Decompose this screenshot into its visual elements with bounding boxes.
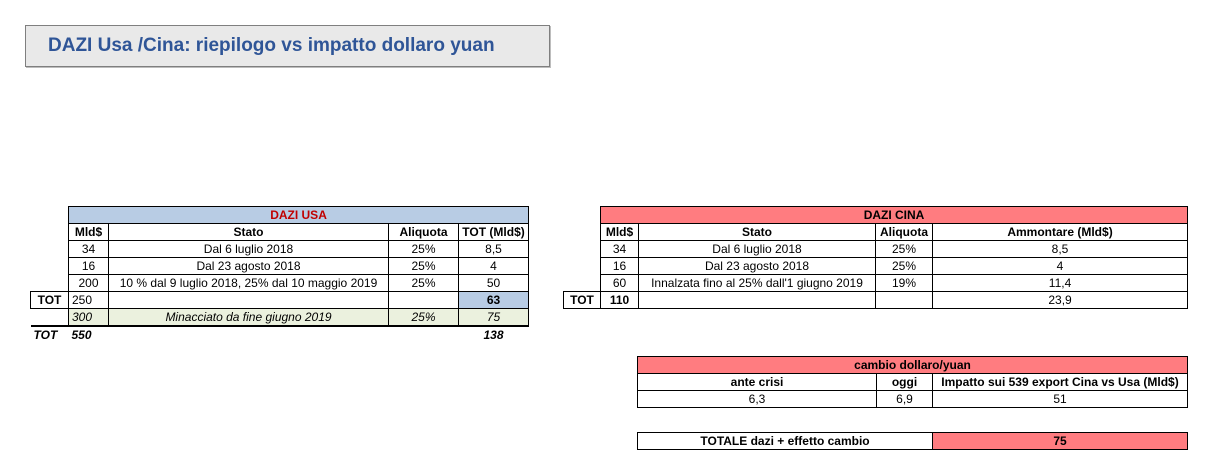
ammontare-cell: 4 — [931, 257, 1189, 275]
stato-cell: Dal 23 agosto 2018 — [638, 257, 876, 275]
totale-table: TOTALE dazi + effetto cambio 75 — [637, 432, 1188, 450]
mld-cell: 60 — [600, 274, 639, 292]
tot-cell: 8,5 — [457, 240, 530, 258]
col-header: Stato — [108, 223, 389, 241]
cina-header: DAZI CINA — [599, 206, 1189, 224]
dazi-cina-table: DAZI CINA Mld$ Stato Aliquota Ammontare … — [563, 206, 1189, 309]
aliquota-cell: 25% — [875, 240, 933, 258]
impatto-value: 51 — [932, 390, 1188, 408]
aliquota-cell: 25% — [875, 257, 933, 275]
ante-crisi-value: 6,3 — [637, 390, 877, 408]
table-row: 16 Dal 23 agosto 2018 25% 4 — [31, 257, 530, 275]
col-header: Aliquota — [875, 223, 933, 241]
aliquota-cell: 25% — [388, 274, 459, 292]
table-row: 60 Innalzata fino al 25% dall'1 giugno 2… — [564, 274, 1189, 292]
aliquota-cell: 25% — [388, 257, 459, 275]
col-header: Mld$ — [68, 223, 109, 241]
mld-cell: 200 — [68, 274, 109, 292]
total-row: TOT 250 63 — [30, 291, 530, 309]
mld-cell: 34 — [68, 240, 109, 258]
aliquota-cell: 19% — [875, 274, 933, 292]
tot-cell: 4 — [457, 257, 530, 275]
grand-total-mld: 550 — [68, 324, 109, 343]
stato-cell: 10 % dal 9 luglio 2018, 25% dal 10 maggi… — [108, 274, 389, 292]
table-row: 34 Dal 6 luglio 2018 25% 8,5 — [31, 240, 530, 258]
stato-cell: Dal 23 agosto 2018 — [108, 257, 389, 275]
page-title: DAZI Usa /Cina: riepilogo vs impatto dol… — [25, 25, 550, 67]
tot-cell: 50 — [457, 274, 530, 292]
total-label: TOT — [563, 291, 601, 309]
usa-header: DAZI USA — [67, 206, 530, 224]
total-mld: 250 — [68, 291, 109, 309]
col-header: Ammontare (Mld$) — [931, 223, 1189, 241]
total-mld: 110 — [600, 291, 639, 309]
mld-cell: 16 — [68, 257, 109, 275]
aliquota-cell: 25% — [388, 240, 459, 258]
ammontare-cell: 11,4 — [931, 274, 1189, 292]
totale-label: TOTALE dazi + effetto cambio — [637, 432, 933, 450]
table-row: 6,3 6,9 51 — [637, 390, 1188, 408]
grand-total-row: TOT 550 138 — [30, 324, 529, 343]
grand-total-value: 138 — [458, 324, 529, 343]
ammontare-cell: 8,5 — [931, 240, 1189, 258]
grand-total-label: TOT — [30, 324, 69, 343]
table-row: 200 10 % dal 9 luglio 2018, 25% dal 10 m… — [31, 274, 530, 292]
col-header: Stato — [638, 223, 876, 241]
total-row: TOT 110 23,9 — [563, 291, 1189, 309]
threat-stato: Minacciato da fine giugno 2019 — [108, 308, 389, 326]
col-header: ante crisi — [637, 373, 877, 391]
threat-tot: 75 — [457, 308, 530, 326]
col-header: Impatto sui 539 export Cina vs Usa (Mld$… — [932, 373, 1188, 391]
total-label: TOT — [30, 291, 69, 309]
stato-cell: Innalzata fino al 25% dall'1 giugno 2019 — [638, 274, 876, 292]
dazi-usa-table: DAZI USA Mld$ Stato Aliquota TOT (Mld$) … — [30, 206, 530, 343]
threat-mld: 300 — [68, 308, 109, 326]
total-value: 63 — [457, 291, 530, 309]
cambio-table: cambio dollaro/yuan ante crisi oggi Impa… — [637, 356, 1188, 408]
col-header: TOT (Mld$) — [457, 223, 530, 241]
stato-cell: Dal 6 luglio 2018 — [638, 240, 876, 258]
total-value: 23,9 — [931, 291, 1189, 309]
totale-value: 75 — [932, 432, 1188, 450]
threat-row: 300 Minacciato da fine giugno 2019 25% 7… — [31, 308, 530, 326]
threat-aliquota: 25% — [388, 308, 459, 326]
col-header: Aliquota — [388, 223, 459, 241]
table-row: 34 Dal 6 luglio 2018 25% 8,5 — [564, 240, 1189, 258]
oggi-value: 6,9 — [876, 390, 933, 408]
col-header: Mld$ — [600, 223, 639, 241]
mld-cell: 34 — [600, 240, 639, 258]
col-header: oggi — [876, 373, 933, 391]
stato-cell: Dal 6 luglio 2018 — [108, 240, 389, 258]
mld-cell: 16 — [600, 257, 639, 275]
cambio-header: cambio dollaro/yuan — [637, 356, 1188, 374]
table-row: 16 Dal 23 agosto 2018 25% 4 — [564, 257, 1189, 275]
